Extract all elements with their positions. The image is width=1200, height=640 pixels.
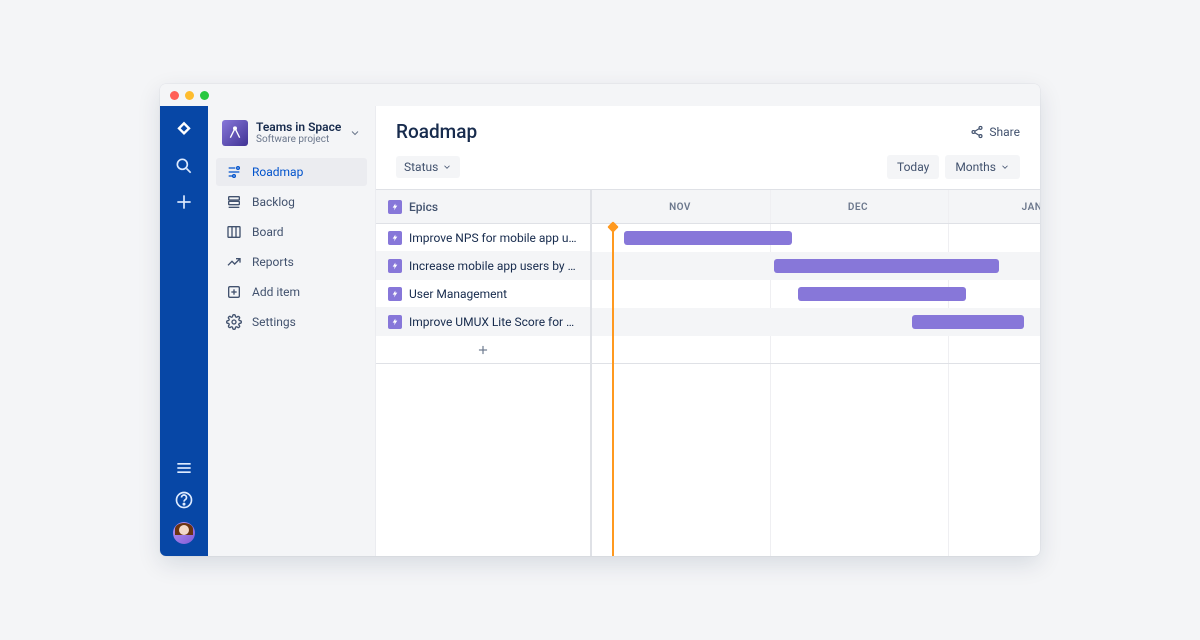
epic-type-icon — [388, 259, 402, 273]
share-label: Share — [989, 125, 1020, 139]
sidebar-item-label: Roadmap — [252, 165, 303, 179]
main-content: Roadmap Share Status Today — [376, 106, 1040, 556]
timeline-month-label: NOV — [650, 190, 710, 224]
app-body: Teams in Space Software project Roadmap … — [160, 106, 1040, 556]
timeline-row — [592, 224, 1040, 252]
roadmap-grid: Epics Improve NPS for mobile app users In… — [376, 189, 1040, 556]
sidebar-item-backlog[interactable]: Backlog — [216, 188, 367, 216]
epic-row[interactable]: Increase mobile app users by 50% — [376, 252, 590, 280]
plus-icon — [476, 343, 490, 357]
chevron-down-icon — [1000, 162, 1010, 172]
share-button[interactable]: Share — [970, 125, 1020, 139]
window-zoom-icon[interactable] — [200, 91, 209, 100]
timeline-month-label: JAN — [1002, 190, 1040, 224]
epic-row[interactable]: Improve NPS for mobile app users — [376, 224, 590, 252]
sidebar-item-label: Settings — [252, 315, 296, 329]
search-icon[interactable] — [174, 156, 194, 176]
sidebar-item-label: Add item — [252, 285, 300, 299]
page-title: Roadmap — [396, 120, 477, 143]
app-window: Teams in Space Software project Roadmap … — [160, 84, 1040, 556]
main-header: Roadmap Share Status Today — [376, 106, 1040, 189]
sidebar-item-settings[interactable]: Settings — [216, 308, 367, 336]
today-label: Today — [897, 160, 929, 174]
timeline-row — [592, 308, 1040, 336]
timeline-row — [592, 336, 1040, 364]
timeline-month-label: DEC — [828, 190, 888, 224]
timescale-label: Months — [955, 160, 996, 174]
epic-bar[interactable] — [774, 259, 999, 273]
sidebar-item-label: Backlog — [252, 195, 295, 209]
menu-icon[interactable] — [174, 458, 194, 478]
timeline-body[interactable] — [592, 224, 1040, 556]
project-name: Teams in Space — [256, 120, 341, 134]
avatar[interactable] — [173, 522, 195, 544]
timeline-divider — [770, 190, 771, 223]
epic-row[interactable]: User Management — [376, 280, 590, 308]
timeline-row — [592, 252, 1040, 280]
window-minimize-icon[interactable] — [185, 91, 194, 100]
chevron-down-icon — [442, 162, 452, 172]
epic-label: User Management — [409, 287, 507, 301]
timescale-button[interactable]: Months — [945, 155, 1020, 179]
share-icon — [970, 125, 984, 139]
epic-type-icon — [388, 315, 402, 329]
today-indicator — [612, 224, 614, 556]
today-button[interactable]: Today — [887, 155, 939, 179]
product-logo-icon[interactable] — [174, 120, 194, 140]
global-nav — [160, 106, 208, 556]
epic-label: Increase mobile app users by 50% — [409, 259, 578, 273]
window-close-icon[interactable] — [170, 91, 179, 100]
timeline-header: NOV DEC JAN — [592, 190, 1040, 224]
epic-bar[interactable] — [912, 315, 1024, 329]
sidebar-item-add[interactable]: Add item — [216, 278, 367, 306]
timeline-row — [592, 280, 1040, 308]
epic-bar[interactable] — [798, 287, 966, 301]
epic-type-icon — [388, 231, 402, 245]
help-icon[interactable] — [174, 490, 194, 510]
chevron-down-icon — [349, 124, 361, 143]
add-epic-button[interactable] — [376, 336, 590, 364]
sidebar-item-roadmap[interactable]: Roadmap — [216, 158, 367, 186]
sidebar-item-board[interactable]: Board — [216, 218, 367, 246]
create-icon[interactable] — [174, 192, 194, 212]
epics-column: Epics Improve NPS for mobile app users In… — [376, 190, 592, 556]
timeline-divider — [948, 190, 949, 223]
sidebar-item-label: Board — [252, 225, 284, 239]
timeline: NOV DEC JAN — [592, 190, 1040, 556]
project-avatar-icon — [222, 120, 248, 146]
epic-bar[interactable] — [624, 231, 792, 245]
window-titlebar — [160, 84, 1040, 106]
status-filter-button[interactable]: Status — [396, 156, 460, 178]
status-label: Status — [404, 160, 438, 174]
project-selector[interactable]: Teams in Space Software project — [216, 120, 367, 158]
epic-label: Improve NPS for mobile app users — [409, 231, 578, 245]
epic-row[interactable]: Improve UMUX Lite Score for check... — [376, 308, 590, 336]
epics-header-label: Epics — [409, 200, 438, 214]
epics-header: Epics — [376, 190, 590, 224]
epic-type-icon — [388, 200, 402, 214]
epic-label: Improve UMUX Lite Score for check... — [409, 315, 578, 329]
project-sidebar: Teams in Space Software project Roadmap … — [208, 106, 376, 556]
sidebar-item-reports[interactable]: Reports — [216, 248, 367, 276]
sidebar-item-label: Reports — [252, 255, 294, 269]
epic-type-icon — [388, 287, 402, 301]
project-type: Software project — [256, 134, 341, 146]
